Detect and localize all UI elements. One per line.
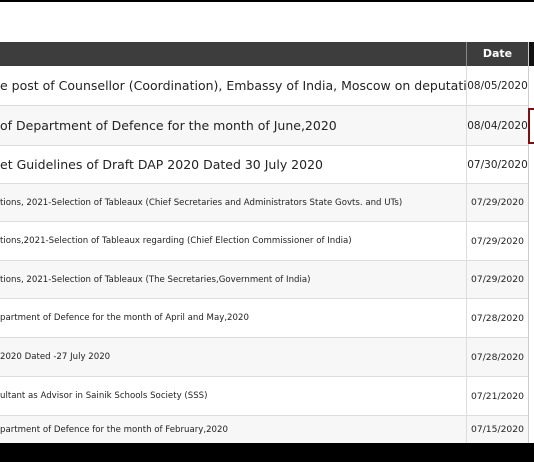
row-title[interactable]: partment of Defence for the month of Apr… <box>0 313 249 323</box>
row-title[interactable]: tions, 2021-Selection of Tableaux (Chief… <box>0 198 403 208</box>
row-date[interactable]: 07/28/2020 <box>466 338 528 376</box>
row-title[interactable]: 2020 Dated -27 July 2020 <box>0 352 111 362</box>
table-row: partment of Defence for the month of Feb… <box>0 416 528 443</box>
row-date[interactable]: 07/15/2020 <box>466 416 528 443</box>
row-title[interactable]: partment of Defence for the month of Feb… <box>0 425 228 435</box>
table-row: tions, 2021-Selection of Tableaux (Chief… <box>0 184 528 222</box>
table-header: Date <box>0 42 528 66</box>
focus-outline <box>528 108 534 144</box>
row-title[interactable]: ultant as Advisor in Sainik Schools Soci… <box>0 391 208 401</box>
row-title[interactable]: tions, 2021-Selection of Tableaux (The S… <box>0 275 311 285</box>
table-row: 2020 Dated -27 July 2020 07/28/2020 <box>0 338 528 377</box>
row-title[interactable]: tions,2021-Selection of Tableaux regardi… <box>0 236 352 246</box>
row-date[interactable]: 07/30/2020 <box>466 146 528 183</box>
table-row: partment of Defence for the month of Apr… <box>0 299 528 338</box>
date-header: Date <box>466 42 528 66</box>
row-date[interactable]: 07/21/2020 <box>466 377 528 415</box>
page: Date e post of Counsellor (Coordination)… <box>0 2 534 443</box>
table-row: of Department of Defence for the month o… <box>0 106 528 146</box>
table-row: e post of Counsellor (Coordination), Emb… <box>0 66 528 106</box>
row-title[interactable]: of Department of Defence for the month o… <box>0 118 337 133</box>
row-date[interactable]: 08/04/2020 <box>466 106 528 145</box>
row-title[interactable]: et Guidelines of Draft DAP 2020 Dated 30… <box>0 157 323 172</box>
row-title[interactable]: e post of Counsellor (Coordination), Emb… <box>0 78 466 93</box>
table-body: e post of Counsellor (Coordination), Emb… <box>0 66 528 443</box>
table-row: tions,2021-Selection of Tableaux regardi… <box>0 222 528 261</box>
row-date[interactable]: 07/29/2020 <box>466 184 528 221</box>
row-date[interactable]: 07/29/2020 <box>466 222 528 260</box>
row-date[interactable]: 07/29/2020 <box>466 261 528 298</box>
row-date[interactable]: 08/05/2020 <box>466 66 528 105</box>
table-row: tions, 2021-Selection of Tableaux (The S… <box>0 261 528 299</box>
table-row: et Guidelines of Draft DAP 2020 Dated 30… <box>0 146 528 184</box>
table-row: ultant as Advisor in Sainik Schools Soci… <box>0 377 528 416</box>
row-date[interactable]: 07/28/2020 <box>466 299 528 337</box>
header-cap <box>529 42 534 66</box>
right-column <box>528 42 534 443</box>
